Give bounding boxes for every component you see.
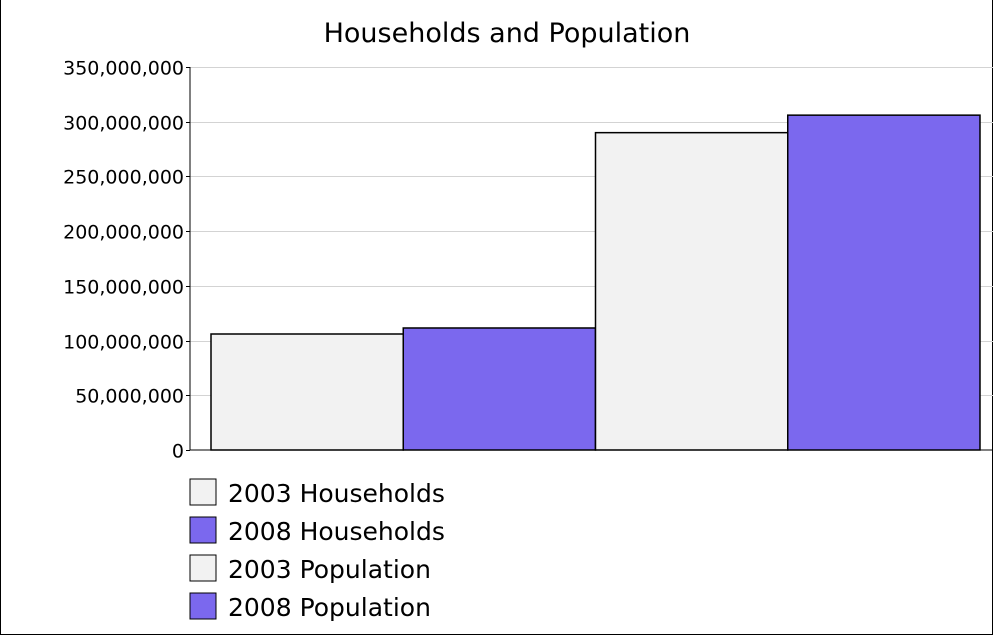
y-axis-ticks: 0 50,000,000 100,000,000 150,000,000 200,000…: [63, 58, 190, 463]
legend: 2003 Households 2008 Households 2003 Popul…: [189, 478, 445, 622]
legend-label: 2008 Population: [228, 593, 431, 622]
legend-swatch: [189, 516, 217, 544]
legend-swatch: [189, 478, 217, 506]
y-tick-label: 50,000,000: [75, 386, 184, 408]
legend-label: 2003 Households: [228, 479, 445, 508]
y-tick-label: 150,000,000: [63, 277, 184, 299]
y-tick-label: 100,000,000: [63, 332, 184, 354]
chart-title: Households and Population: [324, 18, 691, 49]
bars: [210, 114, 981, 451]
bar-2008-population: [787, 114, 981, 451]
y-tick-label: 200,000,000: [63, 222, 184, 244]
legend-swatch: [189, 554, 217, 582]
bar-2003-population: [594, 131, 789, 451]
y-tick-label: 350,000,000: [63, 58, 184, 80]
legend-label: 2003 Population: [228, 555, 431, 584]
legend-label: 2008 Households: [228, 517, 445, 546]
y-tick-label: 0: [172, 441, 184, 463]
bar-2008-households: [402, 327, 597, 451]
bar-2003-households: [210, 333, 404, 451]
y-tick-label: 300,000,000: [63, 113, 184, 135]
y-tick-label: 250,000,000: [63, 167, 184, 189]
legend-swatch: [189, 592, 217, 620]
